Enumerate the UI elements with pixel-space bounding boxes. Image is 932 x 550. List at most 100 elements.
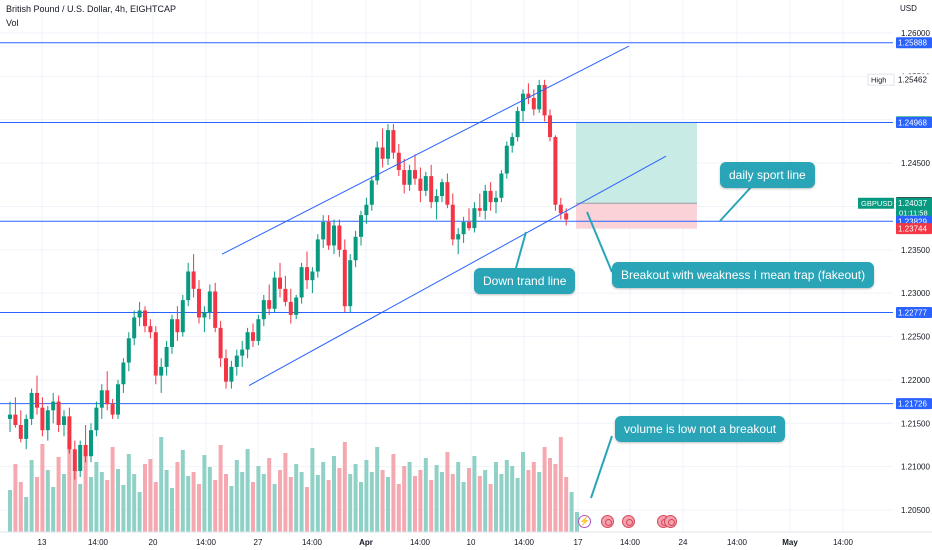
position-zones (576, 121, 697, 229)
volume-bar (283, 453, 288, 532)
price-tick-label: 1.23500 (901, 246, 930, 255)
volume-bar (72, 466, 77, 532)
volume-bar (229, 486, 234, 532)
time-tick-label: 14:00 (196, 538, 217, 547)
candle-body (391, 130, 396, 153)
volume-bar (521, 452, 525, 532)
time-axis[interactable]: 13 14:00 20 14:00 27 14:00 Apr 14:00 10 14:00 17 14… (0, 531, 932, 547)
symbol-tag: High (871, 76, 886, 85)
volume-bar (272, 484, 277, 532)
candle-body (494, 197, 498, 203)
candle-body (542, 85, 547, 116)
candle-body (18, 425, 23, 439)
price-label[interactable]: 1.23829 (898, 217, 927, 226)
candle-body (218, 327, 223, 359)
volume-bar (288, 477, 293, 532)
pointer-daily-support (719, 185, 753, 222)
volume-bar (137, 492, 142, 532)
price-axis[interactable]: 1.260001.255001.250001.245001.240001.235… (858, 29, 932, 515)
volume-bar (35, 477, 39, 532)
volume-bar (148, 459, 153, 532)
pointer-volume (590, 435, 613, 499)
price-label-bg (896, 307, 932, 319)
volume-bar (445, 452, 450, 532)
candle-body (272, 277, 277, 309)
volume-bar (558, 437, 563, 532)
callout-breakout-trap[interactable]: Breakout with weakness I mean trap (fake… (612, 262, 875, 288)
volume-bar (191, 472, 196, 532)
candle-body (240, 349, 245, 356)
price-tick-label: 1.24500 (901, 159, 930, 168)
price-label-bg (896, 117, 932, 129)
candle-body (315, 239, 320, 272)
economic-event-icon[interactable] (622, 515, 635, 528)
candle-body (294, 297, 299, 315)
volume-bar (553, 464, 558, 532)
volume-bar (564, 477, 569, 532)
loss-zone (576, 203, 697, 229)
candle-body (364, 204, 369, 216)
channel-lower-line[interactable] (248, 155, 667, 386)
price-label-bg (896, 74, 932, 86)
candle-body (375, 147, 380, 181)
horizontal-levels[interactable] (0, 42, 893, 405)
volume-bar (488, 484, 493, 532)
callout-daily-support[interactable]: daily sport line (720, 162, 815, 188)
time-tick-label: 24 (679, 538, 688, 547)
pointer-down-trend (515, 231, 527, 269)
candle-body (504, 145, 509, 174)
price-label-bg (896, 197, 932, 218)
candle-body (342, 249, 347, 307)
callout-low-volume[interactable]: volume is low not a breakout (615, 416, 786, 442)
price-label[interactable]: 1.24037 (898, 199, 927, 208)
candle-body (132, 317, 137, 339)
price-label[interactable]: 1.25888 (898, 39, 927, 48)
price-label[interactable]: 1.24968 (898, 119, 927, 128)
channel-upper-line[interactable] (221, 45, 630, 255)
volume-bar (278, 470, 282, 532)
callout-down-trend-line[interactable]: Down trand line (474, 268, 576, 294)
price-label[interactable]: 1.22777 (898, 309, 927, 318)
candle-body (380, 147, 385, 159)
lightning-icon[interactable]: ⚡ (578, 515, 591, 528)
candle-body (45, 410, 50, 431)
volume-bar (45, 470, 50, 532)
candle-body (429, 176, 434, 203)
candle-body (143, 310, 147, 327)
time-tick-label: 17 (574, 538, 583, 547)
candle-body (531, 98, 536, 110)
volume-indicator-label[interactable]: Vol (6, 18, 19, 28)
candle-body (288, 301, 293, 315)
candle-body (521, 93, 525, 112)
volume-bar (294, 464, 299, 532)
candle-body (553, 137, 558, 205)
volume-bar (256, 466, 261, 532)
symbol-tag-bg (858, 197, 894, 209)
volume-bar (369, 472, 374, 532)
candle-body (197, 288, 201, 318)
candle-body (94, 407, 99, 431)
volume-bar (267, 458, 272, 532)
volume-bar (386, 477, 390, 532)
countdown-timer: 01:11:58 (899, 209, 928, 218)
volume-bar (407, 462, 412, 532)
candle-body (369, 180, 374, 205)
candle-body (526, 93, 531, 99)
economic-event-icon[interactable] (664, 515, 677, 528)
price-label[interactable]: 1.21726 (898, 400, 927, 409)
price-label[interactable]: 1.23744 (898, 225, 927, 234)
time-tick-label: 14:00 (620, 538, 641, 547)
volume-bar (143, 464, 147, 532)
price-tick-label: 1.23000 (901, 289, 930, 298)
volume-bar (348, 474, 353, 532)
candle-body (175, 319, 180, 333)
candle-body (445, 182, 450, 205)
volume-bar (391, 454, 396, 532)
volume-bar (132, 474, 137, 532)
volume-bar (315, 475, 320, 532)
price-label[interactable]: 1.25462 (898, 76, 927, 85)
candle-body (126, 338, 131, 363)
trend-lines[interactable] (221, 45, 667, 386)
economic-event-icon[interactable] (601, 515, 614, 528)
